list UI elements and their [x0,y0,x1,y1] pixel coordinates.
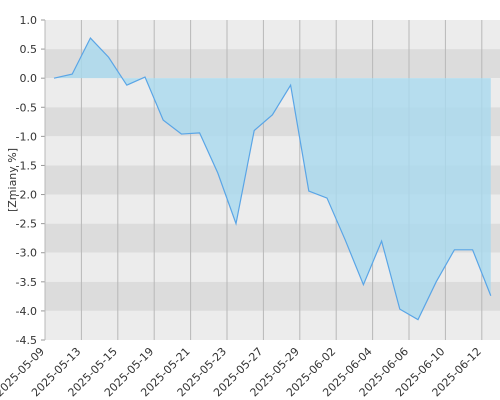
y-tick-label: -4.0 [16,305,37,318]
y-tick-label: -3.5 [16,276,37,289]
y-tick-label: -1.0 [16,130,37,143]
line [53,37,492,321]
band [45,20,500,50]
y-tick-label: -4.5 [16,334,37,347]
y-axis-label: [Zmiany %] [6,148,19,212]
y-tick-label: -2.0 [16,189,37,202]
y-tick-label: -0.5 [16,101,37,114]
y-tick-label: 0.5 [20,43,38,56]
area [54,38,491,320]
y-tick-label: -3.0 [16,247,37,260]
band [45,49,500,79]
y-tick-label: -1.5 [16,159,37,172]
band [45,310,500,340]
y-tick-label: 0.0 [20,72,38,85]
y-tick-label: 1.0 [20,14,38,27]
y-tick-label: -2.5 [16,218,37,231]
